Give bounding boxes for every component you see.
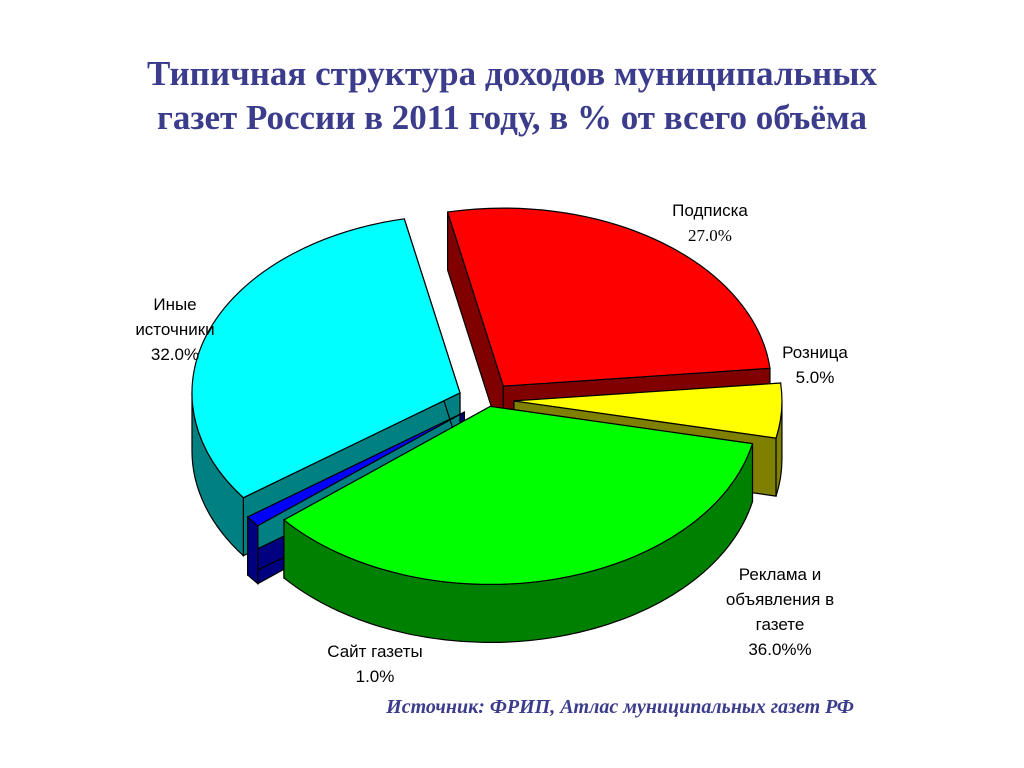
source-note: Источник: ФРИП, Атлас муниципальных газе…: [386, 696, 854, 718]
label-reklama-line-2: объявления в: [725, 590, 835, 609]
slice-top-0: [446, 207, 771, 387]
chart-title: Типичная структура доходов муниципальных…: [40, 52, 984, 140]
label-inye-value: 32.0%: [150, 345, 200, 364]
label-podpiska-name: Подписка: [672, 201, 748, 220]
label-reklama: Реклама и объявления в газете 36.0%%: [690, 562, 870, 662]
label-inye-line-2: источники: [135, 320, 215, 339]
slice-top-1: [513, 382, 783, 439]
label-sait-value: 1.0%: [355, 667, 395, 686]
label-sait: Сайт газеты 1.0%: [290, 639, 460, 689]
label-reklama-line-1: Реклама и: [738, 565, 822, 584]
label-sait-name: Сайт газеты: [327, 642, 423, 661]
label-roznica-value: 5.0%: [795, 368, 835, 387]
slice-wall-3-0: [247, 515, 259, 585]
label-reklama-line-3: газете: [755, 615, 805, 634]
label-roznica: Розница 5.0%: [760, 340, 870, 390]
slice-top-2: [282, 405, 754, 585]
slice-top-3: [246, 411, 465, 527]
chart-title-line-2: газет России в 2011 году, в % от всего о…: [157, 98, 867, 137]
label-roznica-name: Розница: [782, 343, 848, 362]
chart-title-line-1: Типичная структура доходов муниципальных: [147, 54, 877, 93]
label-podpiska-value: 27.0%: [688, 226, 732, 245]
label-inye: Иные источники 32.0%: [100, 292, 250, 367]
label-inye-line-1: Иные: [153, 295, 197, 314]
label-podpiska: Подписка 27.0%: [640, 198, 780, 248]
label-reklama-value: 36.0%%: [748, 640, 812, 659]
slice-top-4: [191, 218, 461, 499]
